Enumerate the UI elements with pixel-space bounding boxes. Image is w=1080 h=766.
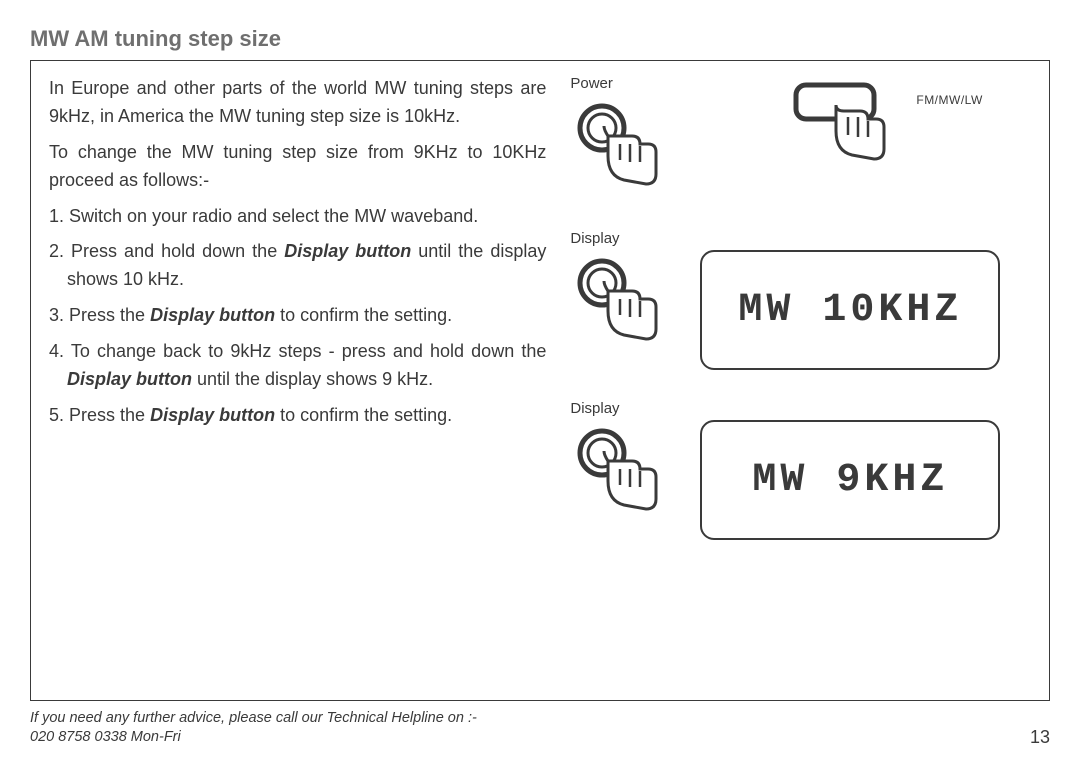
content-panel: In Europe and other parts of the world M… bbox=[30, 60, 1050, 701]
lcd-display-9khz: MW 9KHZ bbox=[700, 420, 1000, 540]
intro-paragraph-1: In Europe and other parts of the world M… bbox=[49, 75, 546, 131]
press-round-button-icon bbox=[570, 425, 670, 525]
power-button-block: Power bbox=[570, 75, 670, 200]
display-button-block-1: Display bbox=[570, 230, 670, 355]
page-footer: If you need any further advice, please c… bbox=[30, 701, 1050, 748]
lcd-display-10khz: MW 10KHZ bbox=[700, 250, 1000, 370]
illustration-row-1: Power bbox=[570, 75, 1031, 200]
instructions-column: In Europe and other parts of the world M… bbox=[31, 61, 560, 700]
step-3: Press the Display button to confirm the … bbox=[49, 302, 546, 330]
step-2: Press and hold down the Display button u… bbox=[49, 238, 546, 294]
lcd-text-1: MW 10KHZ bbox=[738, 288, 962, 333]
press-round-button-icon bbox=[570, 100, 670, 200]
helpline-line-1: If you need any further advice, please c… bbox=[30, 709, 477, 729]
illustrations-column: Power bbox=[560, 61, 1049, 700]
press-round-button-icon bbox=[570, 255, 670, 355]
power-label: Power bbox=[570, 75, 670, 92]
band-label: FM/MW/LW bbox=[916, 93, 982, 107]
intro-paragraph-2: To change the MW tuning step size from 9… bbox=[49, 139, 546, 195]
steps-list: Switch on your radio and select the MW w… bbox=[49, 203, 546, 430]
helpline-note: If you need any further advice, please c… bbox=[30, 709, 477, 748]
manual-page: MW AM tuning step size In Europe and oth… bbox=[0, 0, 1080, 766]
helpline-line-2: 020 8758 0338 Mon-Fri bbox=[30, 728, 477, 748]
step-5: Press the Display button to confirm the … bbox=[49, 402, 546, 430]
illustration-row-3: Display MW 9KHZ bbox=[570, 400, 1031, 540]
illustration-row-2: Display MW 10KHZ bbox=[570, 230, 1031, 370]
press-rect-button-icon bbox=[790, 75, 910, 175]
page-number: 13 bbox=[1030, 727, 1050, 748]
display-button-block-2: Display bbox=[570, 400, 670, 525]
lcd-text-2: MW 9KHZ bbox=[752, 458, 948, 503]
display-label-1: Display bbox=[570, 230, 670, 247]
section-title: MW AM tuning step size bbox=[30, 26, 1050, 52]
band-button-block: FM/MW/LW bbox=[790, 75, 982, 175]
step-4: To change back to 9kHz steps - press and… bbox=[49, 338, 546, 394]
display-label-2: Display bbox=[570, 400, 670, 417]
step-1: Switch on your radio and select the MW w… bbox=[49, 203, 546, 231]
